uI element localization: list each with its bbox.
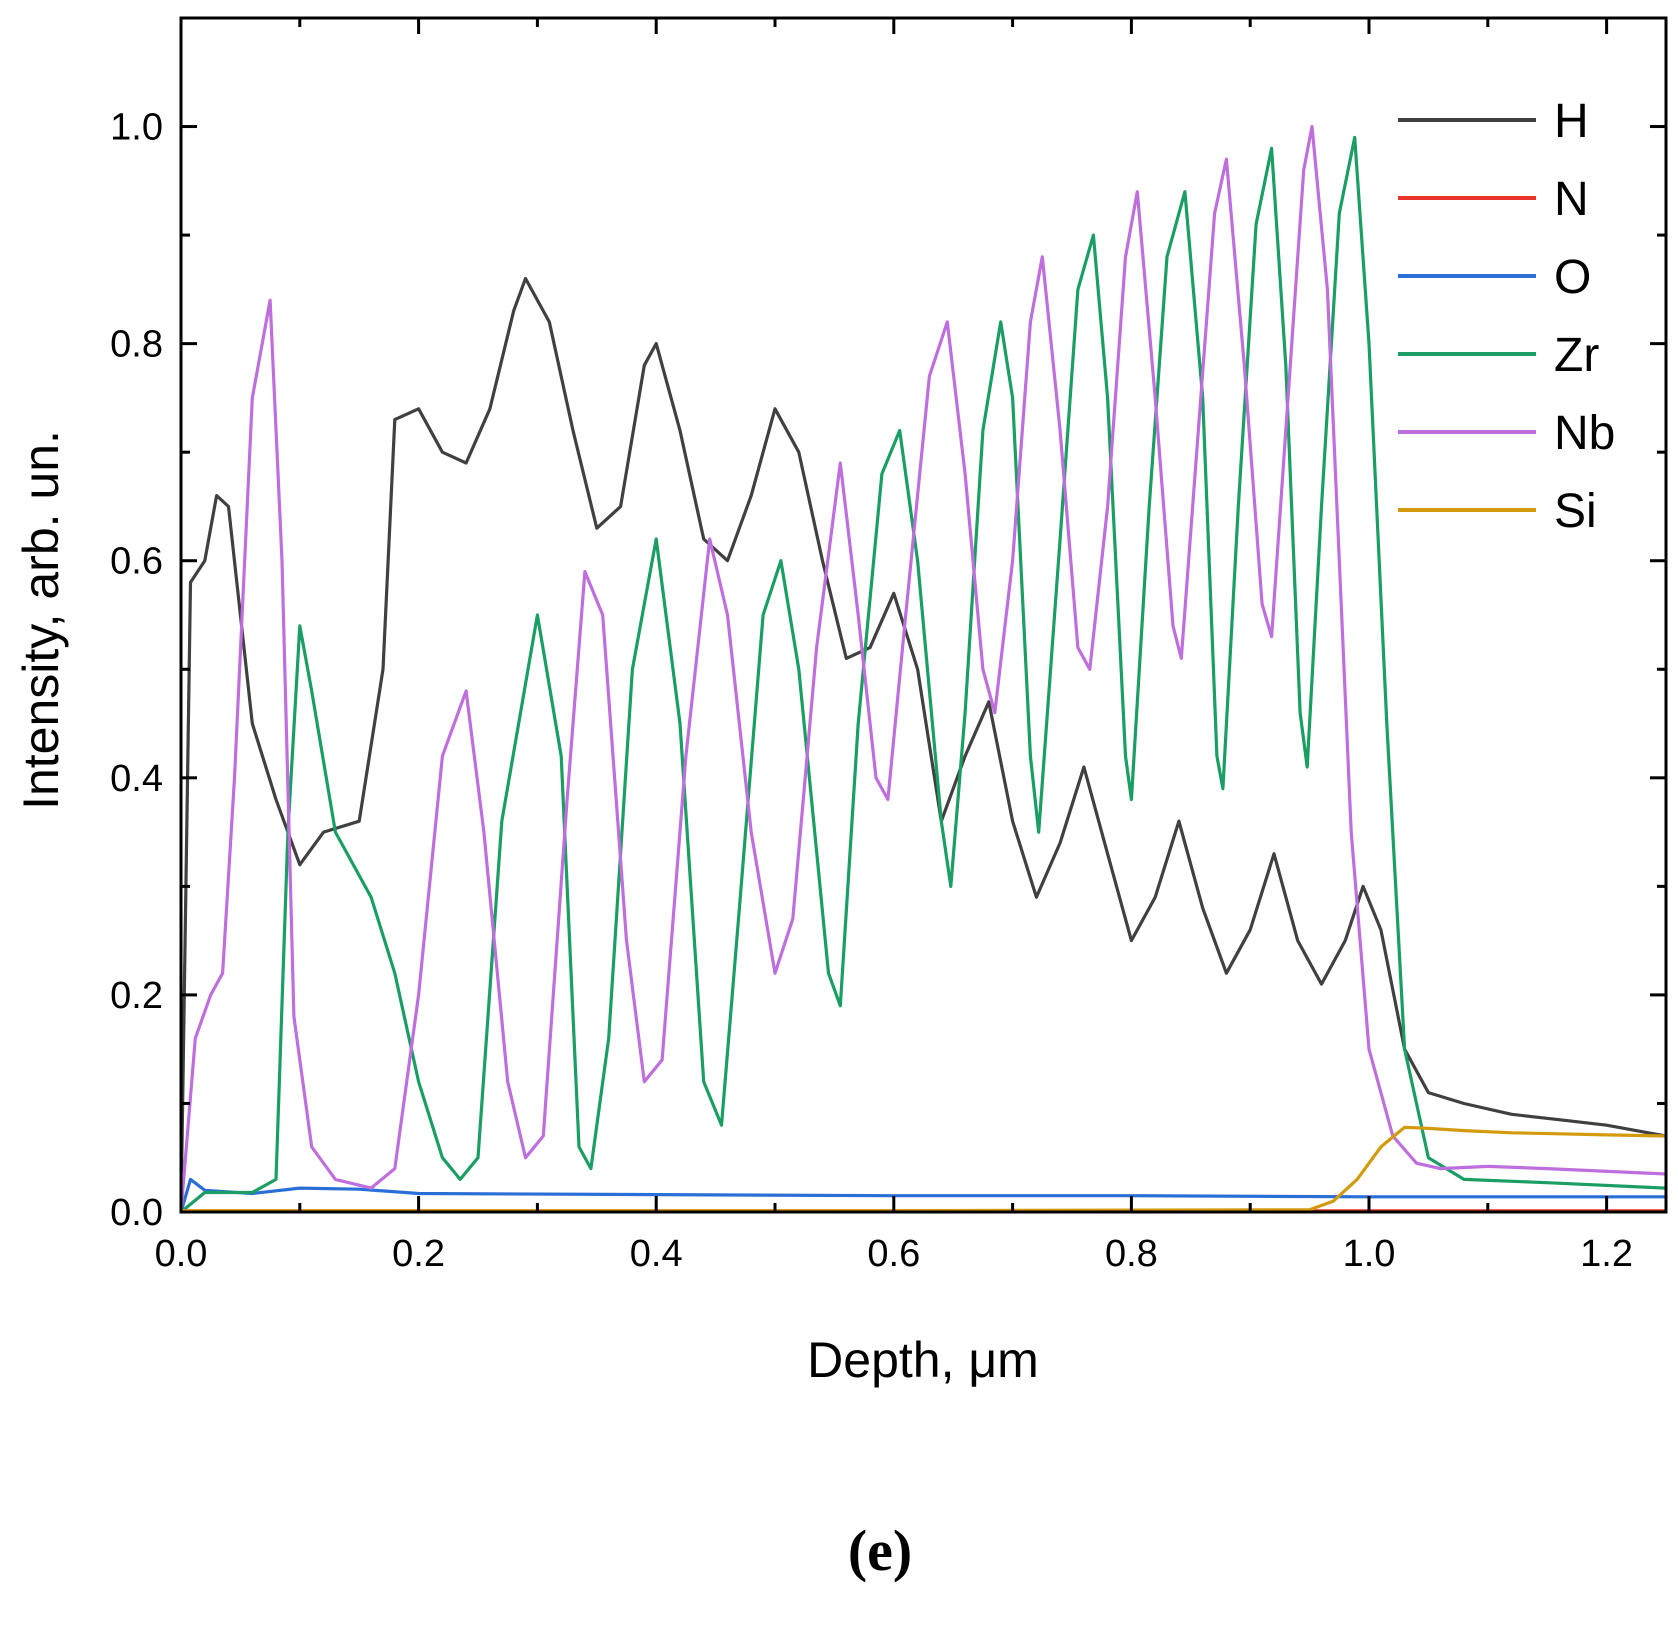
- x-tick-label: 0.0: [155, 1233, 208, 1275]
- y-axis-title: Intensity, arb. un.: [13, 430, 69, 810]
- series-line-si: [181, 1125, 1666, 1212]
- legend-label-o: O: [1554, 251, 1591, 304]
- axes-layer: 0.0 0.2 0.4 0.6 0.8 1.0 1.2 0.0 0.2 0.4 0.6 0.8 1.0: [110, 16, 1668, 1275]
- y-tick-label: 0.6: [110, 541, 163, 583]
- legend-label-n: N: [1554, 173, 1589, 226]
- series-line-zr: [181, 135, 1666, 1212]
- legend-label-si: Si: [1554, 485, 1597, 538]
- y-tick-label: 0.4: [110, 758, 163, 800]
- series-line-h: [181, 276, 1666, 1212]
- y-tick-label: 0.0: [110, 1192, 163, 1234]
- y-tick-label: 1.0: [110, 107, 163, 149]
- x-tick-label: 0.8: [1105, 1233, 1158, 1275]
- x-tick-label: 0.4: [630, 1233, 683, 1275]
- panel-label: (e): [848, 1518, 912, 1583]
- series-line-nb: [181, 124, 1666, 1212]
- legend-label-zr: Zr: [1554, 329, 1599, 382]
- legend: HNO Zr Nb Si: [1398, 95, 1615, 538]
- legend-label-nb: Nb: [1554, 407, 1615, 460]
- y-tick-label: 0.2: [110, 975, 163, 1017]
- y-tick-label: 0.8: [110, 324, 163, 366]
- x-tick-label: 0.6: [867, 1233, 920, 1275]
- x-tick-label: 0.2: [392, 1233, 445, 1275]
- legend-label-h: H: [1554, 95, 1589, 148]
- x-tick-label: 1.2: [1580, 1233, 1633, 1275]
- x-tick-label: 1.0: [1343, 1233, 1396, 1275]
- series-line-o: [181, 1177, 1666, 1212]
- x-axis-title: Depth, μm: [807, 1332, 1039, 1388]
- plot-frame: [179, 16, 1668, 1214]
